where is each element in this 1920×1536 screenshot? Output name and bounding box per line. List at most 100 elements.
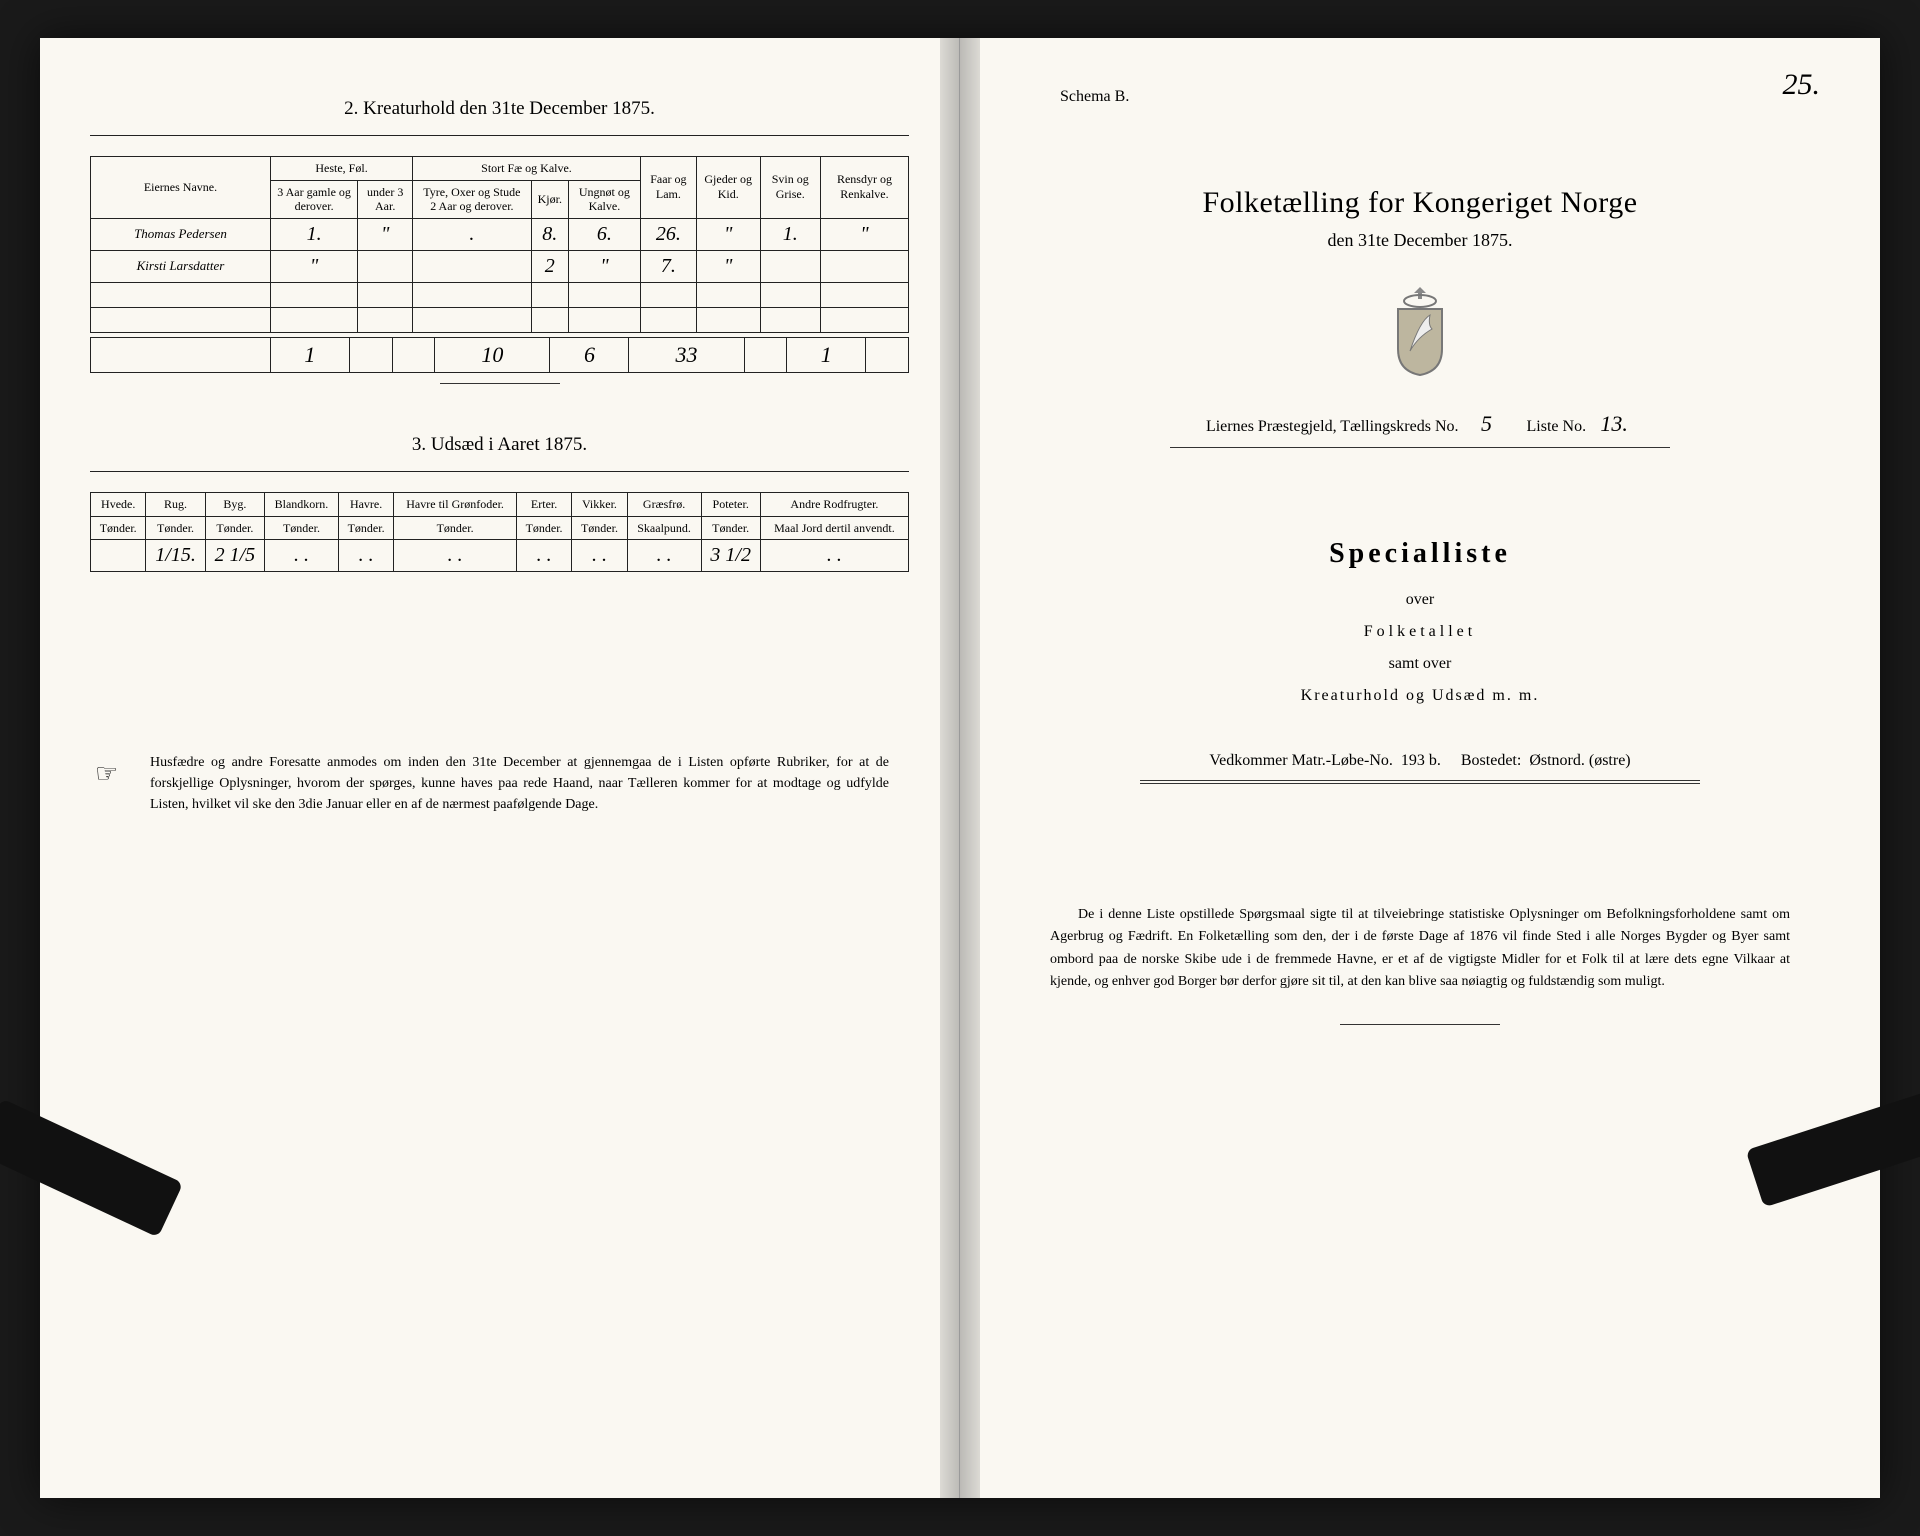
- cell-value: [760, 250, 820, 282]
- cell-value: [696, 307, 760, 332]
- cell-value: [358, 307, 413, 332]
- cell-value: [358, 250, 413, 282]
- col-unit: Tønder.: [265, 516, 339, 539]
- total-value: 10: [435, 337, 550, 372]
- owner-name: Kirsti Larsdatter: [91, 250, 271, 282]
- col-group-horses: Heste, Føl.: [270, 157, 412, 181]
- matr-label: Vedkommer Matr.-Løbe-No.: [1209, 752, 1393, 769]
- cell-value: ": [270, 250, 357, 282]
- col-pigs: Svin og Grise.: [760, 157, 820, 219]
- cell-value: [820, 307, 908, 332]
- specialliste-sub: over Folketallet samt over Kreaturhold o…: [1010, 584, 1830, 712]
- cell-value: ": [568, 250, 640, 282]
- samt-over-label: samt over: [1010, 648, 1830, 680]
- col-unit: Tønder.: [338, 516, 393, 539]
- total-value: [744, 337, 787, 372]
- col-unit: Tønder.: [91, 516, 146, 539]
- cell-value: ": [696, 218, 760, 250]
- bostedet-value: Østnord. (østre): [1529, 752, 1630, 769]
- cell-value: [568, 307, 640, 332]
- col-header: Havre.: [338, 492, 393, 516]
- col-header: Poteter.: [701, 492, 760, 516]
- cell-value: . .: [627, 540, 701, 572]
- col-header: Hvede.: [91, 492, 146, 516]
- total-value: 33: [629, 337, 744, 372]
- cell-value: [91, 307, 271, 332]
- col-goats: Gjeder og Kid.: [696, 157, 760, 219]
- specialliste-heading: Specialliste: [1010, 538, 1830, 570]
- cell-value: ": [696, 250, 760, 282]
- col-unit: Tønder.: [146, 516, 205, 539]
- cell-value: 6.: [568, 218, 640, 250]
- parish-prefix: Liernes Præstegjeld, Tællingskreds No.: [1206, 418, 1459, 435]
- section2-title: 2. Kreaturhold den 31te December 1875.: [90, 98, 909, 120]
- coat-of-arms-icon: [1380, 281, 1460, 381]
- bostedet-label: Bostedet:: [1461, 752, 1521, 769]
- cell-value: [91, 540, 146, 572]
- total-value: [392, 337, 435, 372]
- cell-value: ": [820, 218, 908, 250]
- livestock-table: Eiernes Navne. Heste, Føl. Stort Fæ og K…: [90, 156, 909, 333]
- left-footnote: ☞ Husfædre og andre Foresatte anmodes om…: [150, 752, 889, 815]
- cell-value: [760, 282, 820, 307]
- cell-value: . .: [338, 540, 393, 572]
- cell-value: [760, 307, 820, 332]
- cell-value: [820, 250, 908, 282]
- cell-value: [413, 282, 532, 307]
- col-header: Havre til Grønfoder.: [394, 492, 517, 516]
- col-unit: Tønder.: [701, 516, 760, 539]
- cell-value: [531, 307, 568, 332]
- col-header: Byg.: [205, 492, 264, 516]
- col-unit: Tønder.: [572, 516, 627, 539]
- cell-value: [640, 307, 696, 332]
- kreds-number: 5: [1467, 411, 1507, 437]
- col-header: Græsfrø.: [627, 492, 701, 516]
- right-footnote: De i denne Liste opstillede Spørgsmaal s…: [1050, 904, 1790, 994]
- col-horse-old: 3 Aar gamle og derover.: [270, 181, 357, 219]
- total-value: [866, 337, 909, 372]
- cell-value: 1/15.: [146, 540, 205, 572]
- owner-name: Thomas Pedersen: [91, 218, 271, 250]
- col-header: Andre Rodfrugter.: [760, 492, 908, 516]
- rule: [90, 471, 909, 472]
- footnote-text: Husfædre og andre Foresatte anmodes om i…: [150, 755, 889, 812]
- left-page: 2. Kreaturhold den 31te December 1875. E…: [40, 38, 960, 1498]
- cell-value: . .: [265, 540, 339, 572]
- total-value: 1: [270, 337, 349, 372]
- cell-value: ": [358, 218, 413, 250]
- col-owner: Eiernes Navne.: [91, 157, 271, 219]
- folketallet-label: Folketallet: [1010, 616, 1830, 648]
- cell-value: . .: [394, 540, 517, 572]
- total-value: [349, 337, 392, 372]
- cell-value: 1.: [760, 218, 820, 250]
- col-bulls: Tyre, Oxer og Stude 2 Aar og derover.: [413, 181, 532, 219]
- cell-value: [358, 282, 413, 307]
- parish-line: Liernes Præstegjeld, Tællingskreds No. 5…: [1010, 411, 1830, 437]
- cell-value: [91, 337, 271, 372]
- cell-value: [531, 282, 568, 307]
- liste-number: 13.: [1594, 411, 1634, 437]
- col-horse-young: under 3 Aar.: [358, 181, 413, 219]
- right-page: Schema B. 25. Folketælling for Kongerige…: [960, 38, 1880, 1498]
- total-value: 1: [787, 337, 866, 372]
- col-unit: Maal Jord dertil anvendt.: [760, 516, 908, 539]
- page-number: 25.: [1783, 68, 1821, 102]
- cell-value: .: [413, 218, 532, 250]
- cell-value: 26.: [640, 218, 696, 250]
- cell-value: . .: [760, 540, 908, 572]
- cell-value: [413, 307, 532, 332]
- pointing-hand-icon: ☞: [95, 754, 118, 793]
- col-header: Vikker.: [572, 492, 627, 516]
- cell-value: [696, 282, 760, 307]
- table-row: [91, 282, 909, 307]
- col-reindeer: Rensdyr og Renkalve.: [820, 157, 908, 219]
- census-subtitle: den 31te December 1875.: [1010, 230, 1830, 251]
- total-value: 6: [550, 337, 629, 372]
- livestock-totals: 1 10633 1: [90, 337, 909, 373]
- cell-value: 7.: [640, 250, 696, 282]
- col-unit: Tønder.: [516, 516, 571, 539]
- rule: [90, 135, 909, 136]
- col-sheep: Faar og Lam.: [640, 157, 696, 219]
- section3-title: 3. Udsæd i Aaret 1875.: [90, 434, 909, 456]
- cell-value: 1.: [270, 218, 357, 250]
